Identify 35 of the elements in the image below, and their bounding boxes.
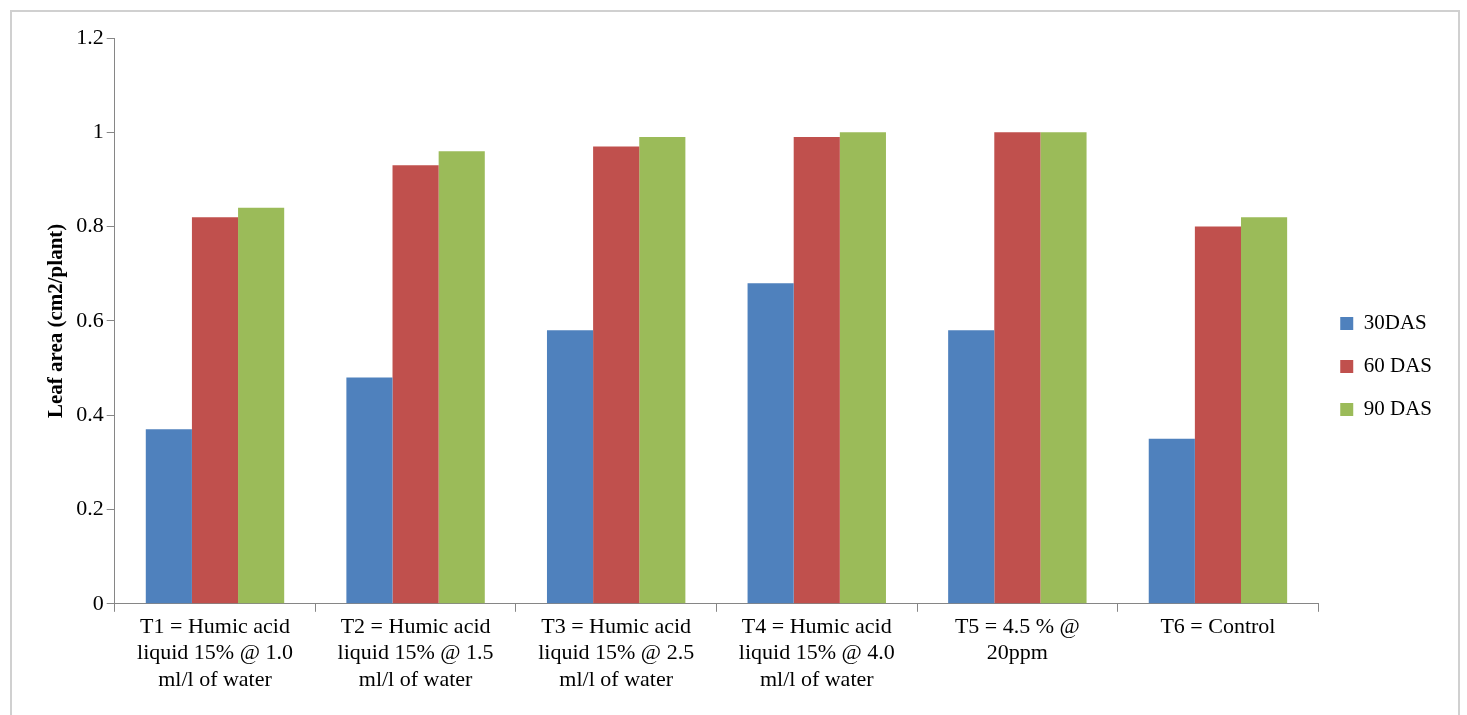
legend-label: 30DAS bbox=[1363, 310, 1427, 335]
bar bbox=[839, 132, 886, 604]
bar bbox=[546, 330, 594, 604]
bar bbox=[747, 283, 794, 604]
y-tick-label: 0.4 bbox=[76, 400, 104, 426]
bar bbox=[1241, 217, 1288, 604]
legend-label: 90 DAS bbox=[1363, 396, 1433, 421]
y-tick-label: 0.2 bbox=[76, 495, 104, 521]
bar bbox=[1040, 132, 1087, 604]
x-tick-label: T2 = Humic acid liquid 15% @ 1.5 ml/l of water bbox=[337, 612, 494, 691]
bar bbox=[392, 165, 439, 604]
bar bbox=[438, 151, 485, 604]
bar bbox=[346, 377, 393, 604]
x-tick-label: T3 = Humic acid liquid 15% @ 2.5 ml/l of water bbox=[538, 612, 695, 691]
bar bbox=[1148, 438, 1195, 604]
bar bbox=[593, 146, 640, 604]
y-tick-label: 1 bbox=[92, 118, 104, 144]
bar bbox=[639, 137, 686, 604]
bar bbox=[1194, 226, 1242, 604]
y-tick-label: 0.8 bbox=[76, 212, 104, 238]
x-tick-label: T6 = Control bbox=[1160, 612, 1276, 638]
bar bbox=[191, 217, 239, 604]
y-tick-label: 0 bbox=[92, 589, 104, 615]
bar bbox=[793, 137, 840, 604]
bar bbox=[145, 429, 192, 604]
x-tick-label: T5 = 4.5 % @ 20ppm bbox=[954, 612, 1080, 665]
bar bbox=[238, 207, 285, 604]
legend-label: 60 DAS bbox=[1363, 353, 1433, 378]
bar bbox=[994, 132, 1041, 604]
x-tick-label: T4 = Humic acid liquid 15% @ 4.0 ml/l of water bbox=[738, 612, 895, 691]
y-axis-title: Leaf area (cm2/plant) bbox=[43, 223, 68, 419]
x-tick-label: T1 = Humic acid liquid 15% @ 1.0 ml/l of water bbox=[137, 612, 293, 691]
y-tick-label: 1.2 bbox=[76, 23, 104, 49]
bar bbox=[948, 330, 995, 604]
y-tick-label: 0.6 bbox=[76, 306, 104, 332]
